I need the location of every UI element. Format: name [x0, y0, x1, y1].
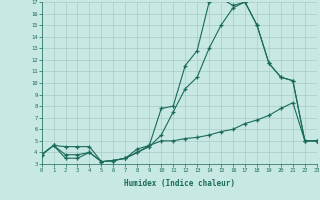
- X-axis label: Humidex (Indice chaleur): Humidex (Indice chaleur): [124, 179, 235, 188]
